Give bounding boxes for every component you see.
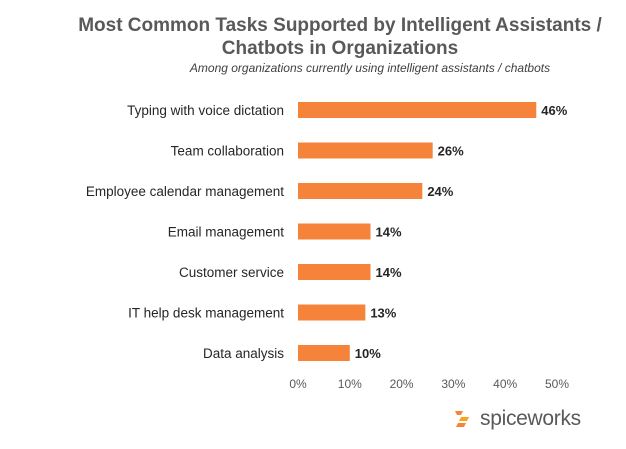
category-label: Typing with voice dictation: [127, 103, 284, 118]
x-tick-label: 30%: [441, 377, 465, 391]
data-label: 13%: [370, 306, 396, 321]
bar: [298, 304, 366, 321]
x-axis-ticks: 0% 10% 20% 30% 40% 50%: [289, 377, 569, 391]
category-label: Team collaboration: [171, 144, 284, 159]
data-label: 26%: [438, 144, 464, 159]
spiceworks-logo-icon: [455, 411, 469, 427]
category-label: Customer service: [179, 265, 284, 280]
chart-title: Most Common Tasks Supported by Intellige…: [78, 15, 602, 59]
bar-series: Typing with voice dictation 46% Team colla…: [86, 102, 568, 361]
x-tick-label: 40%: [493, 377, 517, 391]
category-label: Email management: [168, 225, 285, 240]
bar: [298, 142, 433, 159]
category-label: Employee calendar management: [86, 184, 284, 199]
bar: [298, 264, 371, 280]
bar: [298, 223, 371, 240]
category-label: IT help desk management: [128, 306, 284, 321]
bar: [298, 345, 350, 361]
data-label: 24%: [427, 184, 453, 199]
data-label: 14%: [376, 225, 402, 240]
chart-subtitle: Among organizations currently using inte…: [189, 61, 551, 75]
x-tick-label: 10%: [338, 377, 362, 391]
data-label: 10%: [355, 346, 381, 361]
data-label: 46%: [541, 103, 567, 118]
bar: [298, 183, 423, 199]
spiceworks-logo: spiceworks: [452, 404, 581, 434]
data-label: 14%: [376, 265, 402, 280]
x-tick-label: 0%: [289, 377, 307, 391]
brand-name: spiceworks: [480, 407, 581, 430]
x-tick-label: 20%: [390, 377, 414, 391]
category-label: Data analysis: [203, 346, 284, 361]
x-tick-label: 50%: [545, 377, 569, 391]
bar: [298, 102, 537, 118]
